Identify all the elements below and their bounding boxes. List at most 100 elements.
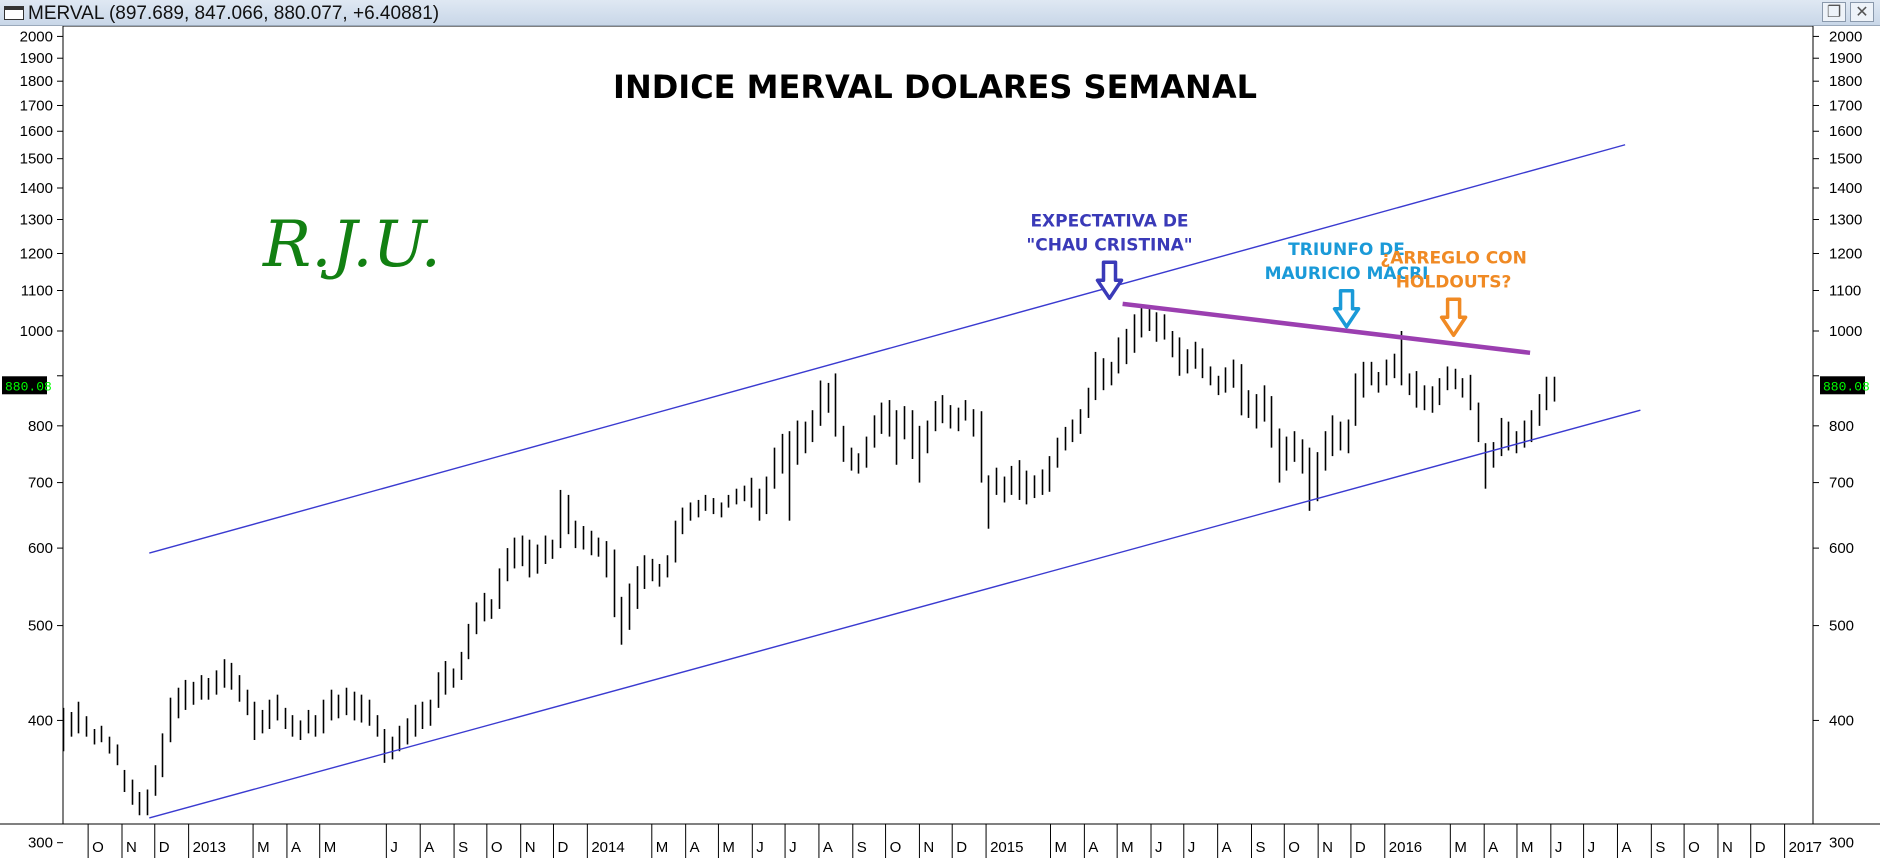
y-tick-label-right: 1200 xyxy=(1829,246,1862,263)
y-tick-label-left: 1000 xyxy=(20,323,53,340)
y-tick-label-right: 1700 xyxy=(1829,97,1862,114)
x-tick-label: M xyxy=(656,839,669,856)
y-tick-label-right: 400 xyxy=(1829,712,1854,729)
x-tick-label: S xyxy=(458,839,468,856)
x-tick-label: 2015 xyxy=(990,839,1023,856)
y-tick-label-left: 500 xyxy=(28,618,53,635)
y-tick-label-left: 800 xyxy=(28,418,53,435)
y-tick-label-left: 300 xyxy=(28,835,53,852)
y-tick-label-right: 300 xyxy=(1829,835,1854,852)
annotation-text-2: TRIUNFO DE xyxy=(1288,240,1405,260)
x-tick-label: A xyxy=(424,839,434,856)
x-tick-label: M xyxy=(1055,839,1068,856)
annotation-text-1: EXPECTATIVA DE xyxy=(1030,211,1188,231)
x-tick-label: N xyxy=(923,839,934,856)
x-tick-label: J xyxy=(756,839,764,856)
trendline-channel-upper xyxy=(149,144,1626,554)
x-tick-label: 2017 xyxy=(1789,839,1822,856)
x-tick-label: D xyxy=(1355,839,1366,856)
x-tick-label: M xyxy=(257,839,270,856)
x-tick-label: O xyxy=(1688,839,1700,856)
window-title: MERVAL (897.689, 847.066, 880.077, +6.40… xyxy=(28,3,440,24)
x-tick-label: M xyxy=(1121,839,1134,856)
y-tick-label-right: 500 xyxy=(1829,618,1854,635)
x-tick-label: O xyxy=(890,839,902,856)
last-price-label-left: 880.08 xyxy=(5,379,52,394)
y-tick-label-left: 1400 xyxy=(20,180,53,197)
y-tick-label-right: 1300 xyxy=(1829,211,1862,228)
x-tick-label: O xyxy=(491,839,503,856)
x-tick-label: D xyxy=(956,839,967,856)
x-tick-label: A xyxy=(1621,839,1631,856)
trendline-channel-lower xyxy=(149,409,1641,819)
y-tick-label-left: 1700 xyxy=(20,97,53,114)
y-tick-label-left: 600 xyxy=(28,540,53,557)
last-price-label-right: 880.08 xyxy=(1823,379,1870,394)
x-tick-label: D xyxy=(1755,839,1766,856)
x-tick-label: N xyxy=(525,839,536,856)
chart-window-icon xyxy=(4,6,24,20)
x-tick-label: J xyxy=(789,839,797,856)
logo-text: R.J.U. xyxy=(262,208,441,282)
annotation-arrow-2 xyxy=(1332,289,1361,329)
annotation-arrow-3 xyxy=(1439,297,1468,338)
x-tick-label: J xyxy=(390,839,398,856)
x-tick-label: S xyxy=(1655,839,1665,856)
x-tick-label: A xyxy=(823,839,833,856)
x-tick-label: S xyxy=(857,839,867,856)
annotation-text-1: "CHAU CRISTINA" xyxy=(1026,235,1192,255)
restore-button[interactable]: ❐ xyxy=(1822,2,1846,22)
chart-title: INDICE MERVAL DOLARES SEMANAL xyxy=(613,68,1257,106)
annotation-arrow-1 xyxy=(1095,260,1124,301)
chart-area: INDICE MERVAL DOLARES SEMANAL R.J.U. 300… xyxy=(0,26,1880,858)
y-tick-label-left: 400 xyxy=(28,712,53,729)
close-button[interactable]: ✕ xyxy=(1850,2,1874,22)
y-tick-label-right: 700 xyxy=(1829,475,1854,492)
x-tick-label: A xyxy=(1488,839,1498,856)
y-tick-label-right: 800 xyxy=(1829,418,1854,435)
last-price-badge-right: 880.08 xyxy=(1820,376,1870,395)
y-tick-label-left: 1900 xyxy=(20,50,53,67)
y-tick-label-right: 1400 xyxy=(1829,180,1862,197)
y-tick-label-left: 1300 xyxy=(20,211,53,228)
annotation-text-3: HOLDOUTS? xyxy=(1396,272,1512,292)
y-tick-label-right: 1600 xyxy=(1829,123,1862,140)
x-tick-label: S xyxy=(1256,839,1266,856)
x-tick-label: D xyxy=(159,839,170,856)
y-axis-ticks: 300 300 400 400 500 500 600 600 700 700 800 800 1000… xyxy=(20,28,1863,851)
y-tick-label-right: 1900 xyxy=(1829,50,1862,67)
x-tick-label: M xyxy=(1454,839,1467,856)
y-tick-label-left: 700 xyxy=(28,475,53,492)
x-tick-label: 2016 xyxy=(1389,839,1422,856)
x-tick-label: J xyxy=(1188,839,1196,856)
y-tick-label-right: 1100 xyxy=(1829,282,1861,299)
y-tick-label-left: 1500 xyxy=(20,151,53,168)
y-tick-label-left: 1600 xyxy=(20,123,53,140)
x-tick-label: N xyxy=(1722,839,1733,856)
x-axis-ticks: O N D 2013 M A M J A S O N D 2014 M A M J J A S O N D 2015 M A M J J A… xyxy=(87,824,1822,858)
y-tick-label-right: 600 xyxy=(1829,540,1854,557)
last-price-badge-left: 880.08 xyxy=(2,376,52,395)
y-tick-label-right: 2000 xyxy=(1829,28,1862,45)
x-tick-label: D xyxy=(557,839,568,856)
x-tick-label: A xyxy=(1088,839,1098,856)
x-tick-label: J xyxy=(1588,839,1596,856)
y-tick-label-left: 1800 xyxy=(20,73,53,90)
x-tick-label: A xyxy=(1222,839,1232,856)
x-tick-label: 2013 xyxy=(193,839,226,856)
x-tick-label: N xyxy=(126,839,137,856)
y-tick-label-right: 1500 xyxy=(1829,151,1862,168)
annotations: EXPECTATIVA DE "CHAU CRISTINA" TRIUNFO DE M… xyxy=(1026,211,1527,338)
annotation-text-3: ¿ARREGLO CON xyxy=(1380,248,1527,268)
x-tick-label: M xyxy=(1521,839,1534,856)
x-tick-label: 2014 xyxy=(591,839,624,856)
x-tick-label: O xyxy=(1288,839,1300,856)
chart-background xyxy=(0,26,1880,858)
x-tick-label: O xyxy=(92,839,104,856)
x-tick-label: M xyxy=(722,839,735,856)
x-tick-label: A xyxy=(690,839,700,856)
y-tick-label-right: 1000 xyxy=(1829,323,1862,340)
y-tick-label-left: 2000 xyxy=(20,28,53,45)
annotation-text-2: MAURICIO MACRI xyxy=(1265,264,1429,284)
x-tick-label: N xyxy=(1322,839,1333,856)
